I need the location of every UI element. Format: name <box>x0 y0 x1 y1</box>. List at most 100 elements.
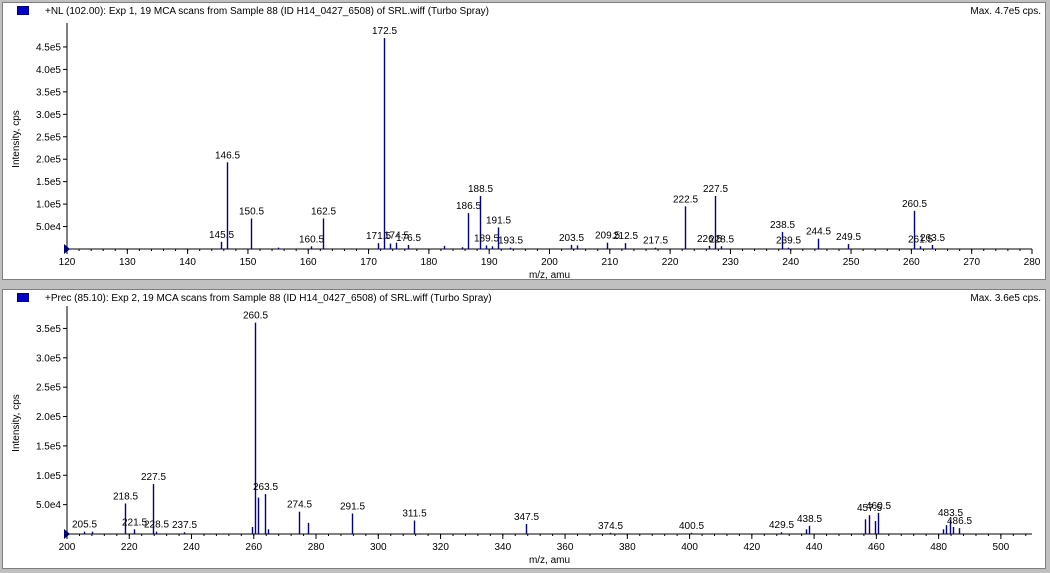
x-tick-label: 320 <box>432 542 449 553</box>
max-intensity-label: Max. 3.6e5 cps. <box>970 293 1041 304</box>
y-tick-label: 2.0e5 <box>36 155 61 166</box>
peak-label: 205.5 <box>72 520 97 531</box>
x-tick-label: 480 <box>930 542 947 553</box>
peak-label: 188.5 <box>468 184 493 195</box>
peak-label: 160.5 <box>299 234 324 245</box>
x-tick-label: 130 <box>119 257 136 268</box>
peak-label: 209.5 <box>595 231 620 242</box>
peak-label: 244.5 <box>806 227 831 238</box>
x-tick-label: 280 <box>1024 257 1041 268</box>
peak-label: 227.5 <box>703 184 728 195</box>
peak-label: 217.5 <box>643 236 668 247</box>
max-intensity-label: Max. 4.7e5 cps. <box>970 6 1041 17</box>
x-tick-label: 200 <box>59 542 76 553</box>
peak-label: 347.5 <box>514 512 539 523</box>
x-tick-label: 160 <box>300 257 317 268</box>
peak-label: 249.5 <box>836 232 861 243</box>
x-tick-label: 300 <box>370 542 387 553</box>
x-tick-label: 240 <box>183 542 200 553</box>
peak-label: 483.5 <box>938 508 963 519</box>
peak-label: 228.5 <box>709 234 734 245</box>
peak-label: 311.5 <box>402 508 427 519</box>
peak-label: 174.5 <box>384 231 409 242</box>
peak-label: 238.5 <box>770 220 795 231</box>
x-tick-label: 280 <box>308 542 325 553</box>
series-color-marker[interactable] <box>17 293 29 302</box>
spectrum-panel-2: +Prec (85.10): Exp 2, 19 MCA scans from … <box>2 289 1046 569</box>
y-tick-label: 3.5e5 <box>36 87 61 98</box>
x-tick-label: 220 <box>662 257 679 268</box>
x-tick-label: 260 <box>245 542 262 553</box>
x-tick-label: 150 <box>240 257 257 268</box>
y-tick-label: 4.0e5 <box>36 65 61 76</box>
spectrum-title: +Prec (85.10): Exp 2, 19 MCA scans from … <box>45 293 492 304</box>
y-tick-label: 1.5e5 <box>36 441 61 452</box>
peak-label: 171.5 <box>366 231 391 242</box>
spectrum-plot-1[interactable]: 120 130 140 150 160 170 180 190 200 210 220 230 240 2… <box>3 3 1047 281</box>
y-tick-label: 3.0e5 <box>36 353 61 364</box>
x-tick-label: 260 <box>903 257 920 268</box>
peak-label: 438.5 <box>797 514 822 525</box>
y-tick-label: 2.0e5 <box>36 412 61 423</box>
peak-label: 172.5 <box>372 26 397 37</box>
peak-label: 186.5 <box>456 201 481 212</box>
peak-label: 162.5 <box>311 206 336 217</box>
peak-label: 145.5 <box>209 230 234 241</box>
y-axis-title: Intensity, cps <box>11 110 22 168</box>
peak-label: 263.5 <box>253 482 278 493</box>
x-tick-label: 120 <box>59 257 76 268</box>
x-axis-title: m/z, amu <box>529 270 570 281</box>
peak-label: 460.5 <box>866 501 891 512</box>
peak-label: 486.5 <box>947 516 972 527</box>
series-color-marker[interactable] <box>17 6 29 15</box>
peak-label: 221.5 <box>122 517 147 528</box>
x-tick-label: 460 <box>868 542 885 553</box>
peak-label: 150.5 <box>239 206 264 217</box>
y-tick-label: 3.0e5 <box>36 110 61 121</box>
peak-label: 274.5 <box>287 500 312 511</box>
peak-label: 374.5 <box>598 521 623 532</box>
x-tick-label: 340 <box>494 542 511 553</box>
peak-label: 227.5 <box>141 472 166 483</box>
y-axis-title: Intensity, cps <box>11 394 22 452</box>
y-tick-label: 5.0e4 <box>36 222 61 233</box>
peak-label: 203.5 <box>559 233 584 244</box>
y-tick-label: 3.5e5 <box>36 324 61 335</box>
x-tick-label: 440 <box>806 542 823 553</box>
x-tick-label: 220 <box>121 542 138 553</box>
peak-label: 400.5 <box>679 521 704 532</box>
peak-label: 260.5 <box>902 199 927 210</box>
y-tick-label: 4.5e5 <box>36 42 61 53</box>
x-tick-label: 200 <box>541 257 558 268</box>
x-tick-label: 250 <box>843 257 860 268</box>
x-tick-label: 210 <box>601 257 618 268</box>
spectrum-title: +NL (102.00): Exp 1, 19 MCA scans from S… <box>45 6 490 17</box>
y-tick-label: 2.5e5 <box>36 132 61 143</box>
spectrum-panel-1: +NL (102.00): Exp 1, 19 MCA scans from S… <box>2 2 1047 281</box>
peak-label: 146.5 <box>215 150 240 161</box>
x-tick-label: 170 <box>360 257 377 268</box>
x-tick-label: 360 <box>557 542 574 553</box>
peak-label: 226.5 <box>697 234 722 245</box>
peak-label: 212.5 <box>613 231 638 242</box>
x-tick-label: 400 <box>681 542 698 553</box>
x-tick-label: 270 <box>963 257 980 268</box>
peak-label: 261.5 <box>908 234 933 245</box>
peak-label: 222.5 <box>673 194 698 205</box>
x-tick-label: 240 <box>782 257 799 268</box>
x-tick-label: 420 <box>743 542 760 553</box>
peak-label: 191.5 <box>486 215 511 226</box>
peak-label: 429.5 <box>769 520 794 531</box>
peak-label: 263.5 <box>920 233 945 244</box>
x-tick-label: 180 <box>421 257 438 268</box>
x-tick-label: 380 <box>619 542 636 553</box>
peak-label: 237.5 <box>172 520 197 531</box>
peak-label: 228.5 <box>144 520 169 531</box>
peak-label: 218.5 <box>113 491 138 502</box>
peak-label: 189.5 <box>474 233 499 244</box>
peak-label: 291.5 <box>340 501 365 512</box>
spectrum-plot-2[interactable]: 200 220 240 260 280 300 320 340 360 380 400 420 440 4… <box>3 290 1047 570</box>
x-tick-label: 230 <box>722 257 739 268</box>
y-tick-label: 2.5e5 <box>36 383 61 394</box>
x-tick-label: 140 <box>179 257 196 268</box>
